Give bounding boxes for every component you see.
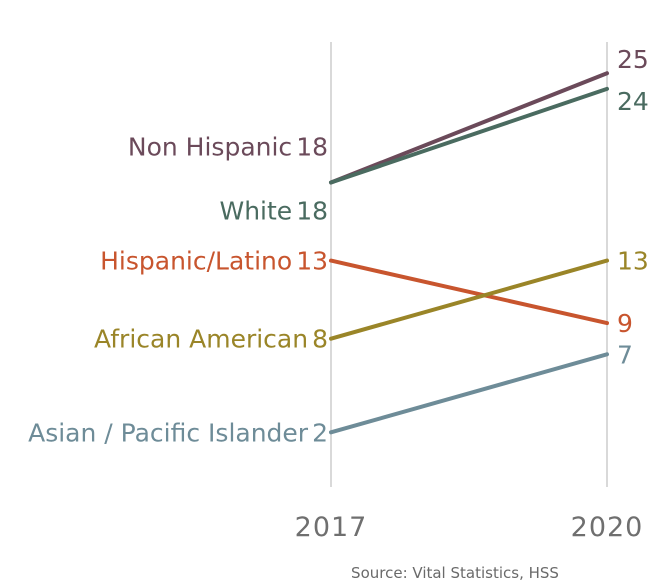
x-tick-labels: 2017 2020 xyxy=(295,512,644,543)
source-note: Source: Vital Statistics, HSS xyxy=(351,564,559,582)
value-non-hispanic-2020: 25 xyxy=(617,45,649,74)
value-african-american-2020: 13 xyxy=(617,247,649,276)
label-hispanic-latino-2017: Hispanic/Latino 13 xyxy=(100,247,328,276)
x-tick-2017: 2017 xyxy=(295,512,368,543)
series-line-hispanic-latino xyxy=(329,258,609,326)
axes xyxy=(330,42,608,487)
series-labels: Non Hispanic 18 White 18 Hispanic/Latino 13 Af… xyxy=(28,45,649,447)
value-white-2020: 24 xyxy=(617,87,649,116)
label-asian-pacific-islander-2017: Asian / Pacific Islander 2 xyxy=(28,418,328,447)
label-african-american-2017: African American 8 xyxy=(94,325,328,354)
series-lines xyxy=(329,71,609,435)
x-tick-2020: 2020 xyxy=(571,512,644,543)
series-line-african-american xyxy=(329,258,609,341)
series-line-white xyxy=(329,86,609,185)
label-non-hispanic-2017: Non Hispanic 18 xyxy=(128,133,328,162)
series-line-asian-pacific-islander xyxy=(329,352,609,435)
value-asian-pacific-islander-2020: 7 xyxy=(617,340,633,369)
label-white-2017: White 18 xyxy=(219,197,328,226)
value-hispanic-latino-2020: 9 xyxy=(617,309,633,338)
series-line-non-hispanic xyxy=(329,71,609,185)
